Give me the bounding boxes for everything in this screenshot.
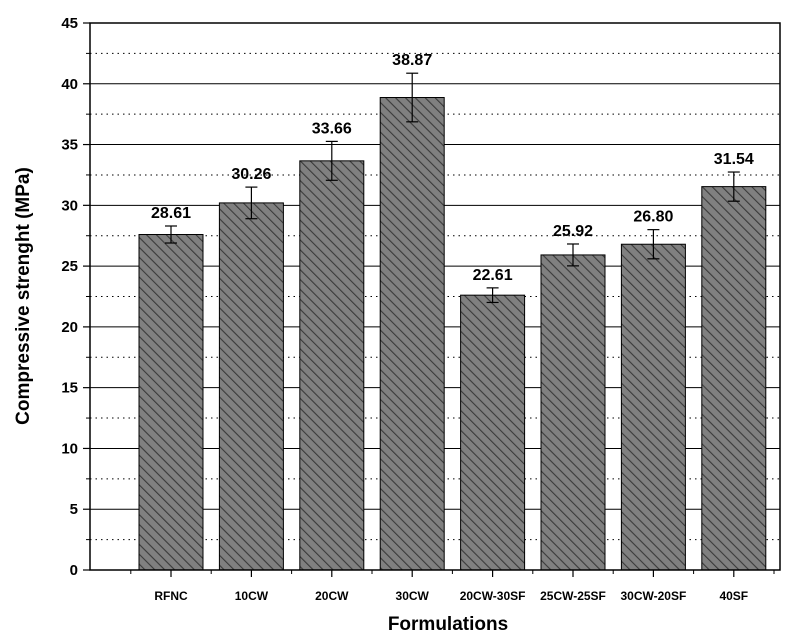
y-tick-label: 5 (70, 501, 78, 518)
y-tick-label: 15 (61, 380, 78, 397)
data-label-rfnc: 28.61 (151, 205, 191, 222)
x-axis-title: Formulations (388, 614, 508, 635)
y-tick-label: 40 (61, 76, 78, 93)
data-label-25cw-25sf: 25.92 (553, 223, 593, 240)
data-labels: 28.61 30.26 33.66 38.87 22.61 25.92 26.80 31.54 (151, 52, 754, 284)
bar-30cw (379, 97, 445, 571)
error-bar-rfnc (165, 225, 177, 244)
axes: RFNC 10CW 20CW 30CW 20CW-30SF 25CW-25SF 30CW-2… (61, 15, 781, 603)
x-tick-label: 30CW-20SF (621, 589, 687, 603)
x-tick-label: 20CW (315, 589, 349, 603)
bars (138, 97, 767, 571)
x-tick-label: 20CW-30SF (460, 589, 526, 603)
error-bar-20cw-30sf (486, 287, 499, 304)
y-tick-label: 10 (61, 440, 78, 457)
bar-rfnc (138, 234, 204, 571)
error-bar-40sf (727, 171, 740, 202)
y-axis-title: Compressive strenght (MPa) (13, 167, 34, 425)
error-bars (165, 72, 740, 304)
error-bar-10cw (245, 186, 258, 220)
data-label-30cw-20sf: 26.80 (633, 209, 673, 226)
y-tick-label: 20 (61, 319, 78, 336)
bar-30cw-20sf (620, 243, 686, 571)
y-tick-label: 30 (61, 197, 78, 214)
error-bar-20cw (325, 140, 338, 181)
error-bar-30cw (406, 72, 419, 123)
x-tick-label: 10CW (235, 589, 269, 603)
y-tick-label: 0 (70, 562, 78, 579)
y-tick-label: 45 (61, 15, 78, 32)
x-tick-label: 30CW (396, 589, 430, 603)
y-tick-label: 25 (61, 258, 78, 275)
error-bar-25cw-25sf (567, 243, 579, 267)
error-bar-30cw-20sf (647, 229, 660, 260)
bar-20cw-30sf (460, 294, 526, 571)
x-tick-label: 40SF (719, 589, 748, 603)
bar-25cw-25sf (540, 254, 606, 571)
bar-40sf (701, 186, 767, 571)
data-label-40sf: 31.54 (714, 151, 754, 168)
data-label-20cw: 33.66 (312, 120, 352, 137)
x-tick-label: RFNC (154, 589, 188, 603)
y-tick-label: 35 (61, 137, 78, 154)
data-label-10cw: 30.26 (231, 166, 271, 183)
bar-20cw (299, 160, 365, 571)
bar-10cw (218, 202, 284, 571)
data-label-30cw: 38.87 (392, 52, 432, 69)
data-label-20cw-30sf: 22.61 (473, 267, 513, 284)
x-tick-label: 25CW-25SF (540, 589, 606, 603)
